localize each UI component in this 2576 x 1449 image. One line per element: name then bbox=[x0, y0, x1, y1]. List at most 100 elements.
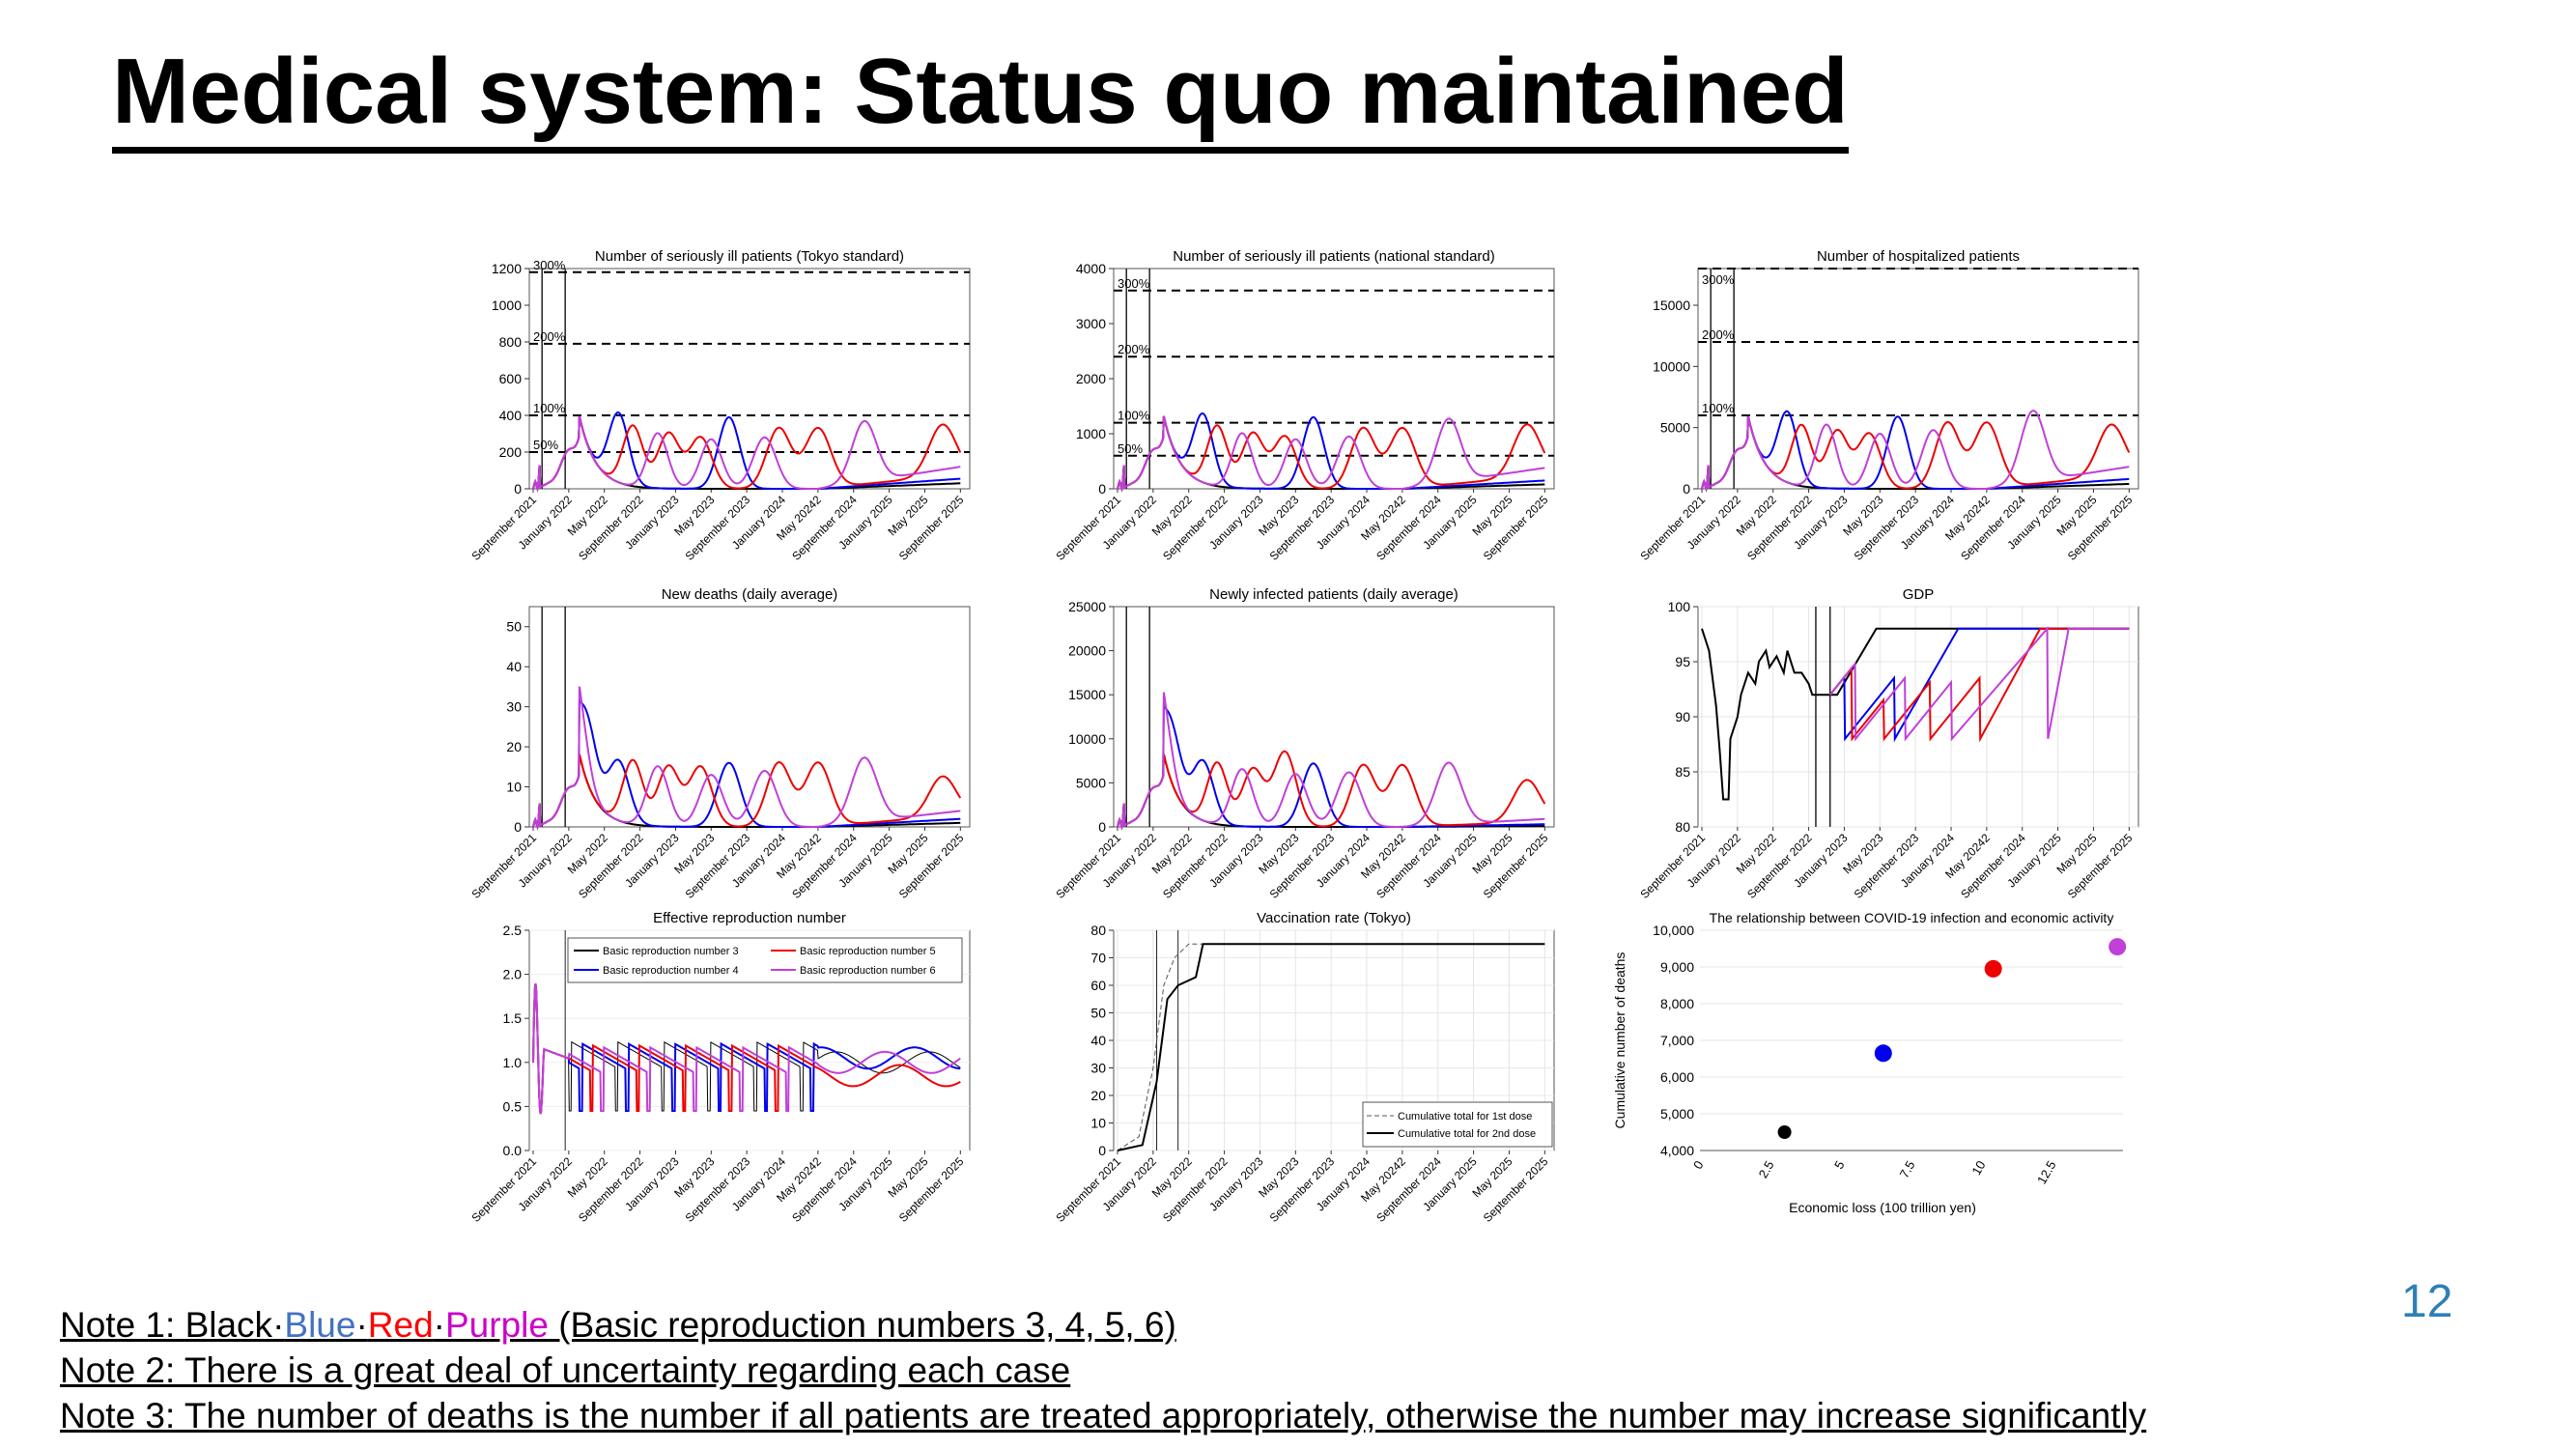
chart-effective-reproduction: Effective reproduction number 0.0 0.5 1.0 1.… bbox=[468, 898, 995, 1236]
y-tick-label: 9,000 bbox=[1660, 959, 1694, 975]
legend-box bbox=[567, 937, 963, 983]
chart-newly-infected-svg: Newly infected patients (daily average) 0… bbox=[1053, 586, 1555, 901]
chart-title: New deaths (daily average) bbox=[662, 586, 838, 603]
x-tick-label: September 2022 bbox=[1744, 831, 1815, 901]
y-tick-label: 40 bbox=[1090, 1033, 1106, 1048]
y-tick-label: 0 bbox=[1098, 481, 1106, 497]
series-line-purple bbox=[1701, 410, 2130, 493]
legend: Cumulative total for 1st dose Cumulative … bbox=[1362, 1101, 1553, 1148]
y-tick-label: 1.0 bbox=[503, 1055, 523, 1070]
y-tick-label: 0 bbox=[1098, 819, 1106, 835]
x-tick-label: September 2025 bbox=[1481, 831, 1551, 901]
x-tick-label: September 2022 bbox=[1160, 831, 1231, 901]
x-tick-label: September 2022 bbox=[576, 831, 646, 901]
y-tick-label: 0 bbox=[1098, 1143, 1106, 1158]
series-line-black bbox=[1117, 415, 1545, 493]
y-tick-label: 1200 bbox=[492, 261, 522, 276]
note-3: Note 3: The number of deaths is the numb… bbox=[60, 1396, 2147, 1435]
y-tick-label: 6,000 bbox=[1660, 1069, 1694, 1085]
y-tick-label: 400 bbox=[499, 408, 523, 423]
x-tick-label: September 2021 bbox=[1053, 1154, 1123, 1225]
capacity-reference-label: 200% bbox=[533, 329, 566, 344]
capacity-reference-label: 100% bbox=[1702, 401, 1735, 415]
y-tick-label: 15000 bbox=[1653, 298, 1690, 313]
scatter-point-red bbox=[1984, 959, 2002, 978]
capacity-reference-label: 300% bbox=[1702, 272, 1735, 287]
capacity-reference-label: 300% bbox=[1118, 276, 1150, 291]
y-tick-label: 0 bbox=[514, 481, 522, 497]
gdp-line-black bbox=[1701, 627, 2130, 801]
chart-seriously-ill-national: Number of seriously ill patients (nation… bbox=[1053, 237, 1579, 575]
y-tick-label: 30 bbox=[1090, 1061, 1106, 1076]
x-tick-label: September 2022 bbox=[1744, 493, 1815, 563]
x-tick-label: September 2023 bbox=[683, 493, 753, 563]
x-tick-label: September 2023 bbox=[1267, 493, 1338, 563]
y-tick-label: 5000 bbox=[1660, 420, 1690, 436]
y-tick-label: 90 bbox=[1675, 709, 1690, 724]
notes: Note 1: Black·Blue·Red·Purple (Basic rep… bbox=[60, 1302, 2146, 1438]
plot-area bbox=[528, 268, 971, 490]
chart-seriously-ill-tokyo-svg: Number of seriously ill patients (Tokyo … bbox=[468, 248, 971, 563]
y-tick-label: 0.0 bbox=[503, 1143, 523, 1158]
y-tick-label: 5000 bbox=[1076, 775, 1106, 790]
rt-line-purple bbox=[532, 983, 961, 1115]
series-line-red bbox=[1701, 415, 2131, 493]
chart-effective-reproduction-svg: Effective reproduction number 0.0 0.5 1.0 1.… bbox=[468, 910, 971, 1225]
series-line-purple bbox=[1117, 415, 1545, 493]
x-tick-label: 7.5 bbox=[1897, 1158, 1918, 1180]
y-tick-label: 10000 bbox=[1068, 731, 1106, 747]
x-tick-label: September 2022 bbox=[576, 493, 646, 563]
note-1: Note 1: Black·Blue·Red·Purple (Basic rep… bbox=[60, 1302, 2146, 1348]
chart-infection-vs-economy-svg: The relationship between COVID-19 infect… bbox=[1612, 910, 2127, 1215]
y-tick-label: 0 bbox=[1683, 481, 1690, 497]
y-tick-label: 25000 bbox=[1068, 599, 1106, 614]
x-tick-label: 2.5 bbox=[1756, 1158, 1777, 1180]
x-tick-label: September 2022 bbox=[1160, 493, 1231, 563]
chart-hospitalized: Number of hospitalized patients 0 5000 1000… bbox=[1637, 237, 2164, 575]
y-tick-label: 30 bbox=[506, 699, 522, 715]
note-1-sep-2: · bbox=[355, 1305, 368, 1345]
chart-gdp: GDP 80 85 90 95 100 September 2021 January 2022… bbox=[1637, 575, 2164, 913]
y-tick-label: 100 bbox=[1668, 599, 1691, 614]
x-tick-label: September 2024 bbox=[1958, 493, 2028, 563]
y-tick-label: 80 bbox=[1675, 819, 1690, 835]
legend-label: Basic reproduction number 6 bbox=[800, 965, 936, 977]
x-tick-label: September 2021 bbox=[1053, 493, 1123, 563]
series-line-purple bbox=[1117, 692, 1545, 831]
chart-title: Newly infected patients (daily average) bbox=[1209, 586, 1458, 603]
x-tick-label: September 2021 bbox=[1053, 831, 1123, 901]
series-line-blue bbox=[1117, 412, 1545, 493]
y-tick-label: 8,000 bbox=[1660, 996, 1694, 1011]
x-tick-label: September 2023 bbox=[683, 1154, 753, 1225]
vaccination-line-2 bbox=[1117, 943, 1545, 1151]
y-tick-label: 10000 bbox=[1653, 358, 1690, 374]
y-tick-label: 50 bbox=[1090, 1006, 1106, 1021]
x-tick-label: September 2021 bbox=[468, 493, 539, 563]
legend-label: Basic reproduction number 4 bbox=[603, 965, 739, 977]
legend-box bbox=[1362, 1101, 1553, 1148]
y-tick-label: 20 bbox=[506, 739, 522, 754]
chart-title: Number of hospitalized patients bbox=[1817, 248, 2020, 265]
note-1-purple: Purple bbox=[445, 1305, 549, 1345]
x-tick-label: 0 bbox=[1690, 1158, 1707, 1172]
chart-newly-infected: Newly infected patients (daily average) 0… bbox=[1053, 575, 1579, 913]
capacity-reference-label: 50% bbox=[1118, 441, 1143, 456]
gdp-line-red bbox=[1828, 627, 2130, 743]
x-tick-label: September 2024 bbox=[789, 1154, 860, 1225]
note-1-black: Black bbox=[184, 1305, 273, 1345]
x-tick-label: 5 bbox=[1831, 1158, 1848, 1172]
y-tick-label: 0 bbox=[514, 819, 522, 835]
chart-title: Number of seriously ill patients (nation… bbox=[1173, 248, 1495, 265]
y-tick-label: 4,000 bbox=[1660, 1143, 1694, 1158]
gdp-line-purple bbox=[1828, 626, 2130, 742]
plot-area bbox=[1113, 606, 1555, 828]
chart-title: Number of seriously ill patients (Tokyo … bbox=[595, 248, 904, 265]
x-tick-label: September 2021 bbox=[468, 831, 539, 901]
chart-hospitalized-svg: Number of hospitalized patients 0 5000 1000… bbox=[1637, 248, 2139, 563]
capacity-reference-label: 50% bbox=[533, 438, 558, 452]
note-1-suffix: (Basic reproduction numbers 3, 4, 5, 6) bbox=[548, 1305, 1176, 1345]
y-tick-label: 10 bbox=[1090, 1116, 1106, 1131]
series-line-blue bbox=[1701, 410, 2130, 493]
chart-title: Effective reproduction number bbox=[653, 910, 846, 926]
x-tick-label: September 2023 bbox=[1267, 831, 1338, 901]
